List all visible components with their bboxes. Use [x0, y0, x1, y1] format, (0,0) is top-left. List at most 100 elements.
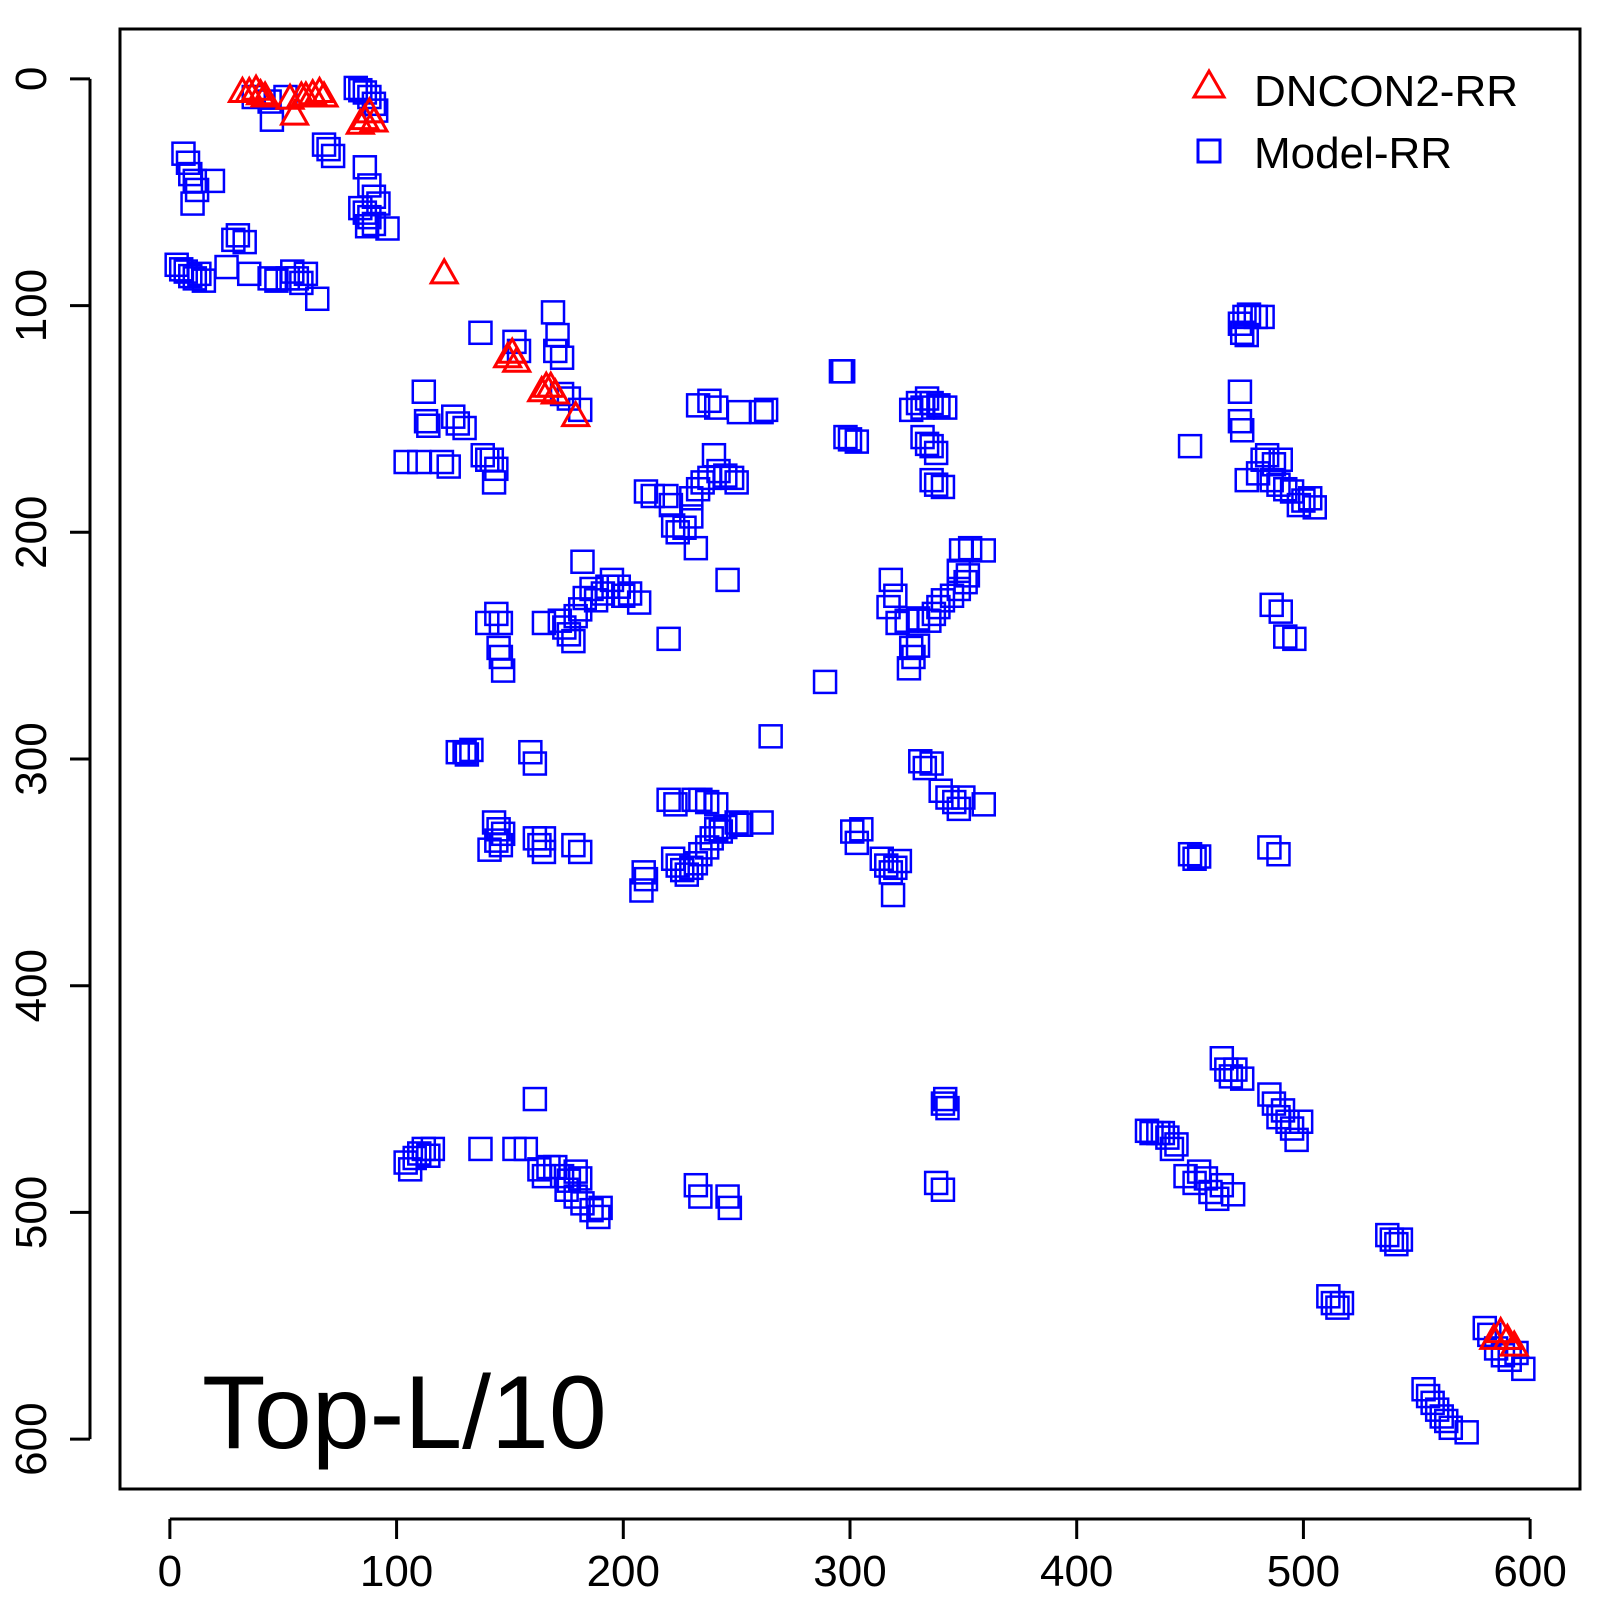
- model-rr-point: [724, 810, 749, 835]
- model-rr-point: [393, 449, 418, 475]
- model-rr-point: [946, 576, 972, 602]
- model-rr-point: [1177, 841, 1203, 867]
- model-rr-point: [454, 742, 480, 767]
- model-rr-point: [1288, 1109, 1314, 1134]
- model-rr-point: [910, 424, 935, 450]
- model-rr-point: [935, 1095, 960, 1121]
- y-tick-label: 100: [7, 269, 56, 342]
- model-rr-point: [490, 658, 516, 683]
- model-rr-point: [669, 857, 695, 883]
- model-rr-point: [830, 359, 856, 384]
- dncon2-rr-point: [290, 79, 322, 108]
- x-tick-label: 500: [1267, 1547, 1340, 1596]
- model-rr-point: [225, 223, 251, 248]
- model-rr-point: [361, 211, 387, 237]
- model-rr-point: [554, 1177, 579, 1202]
- model-rr-point: [917, 608, 942, 633]
- model-rr-point: [919, 390, 944, 416]
- model-rr-point: [1186, 844, 1212, 869]
- model-rr-point: [531, 839, 557, 865]
- model-rr-point: [540, 300, 566, 325]
- model-rr-point: [880, 882, 906, 908]
- model-rr-point: [640, 483, 666, 509]
- model-rr-point: [932, 1086, 958, 1112]
- model-rr-point: [719, 465, 745, 491]
- model-rr-point: [1173, 1163, 1198, 1189]
- model-rr-point: [1227, 408, 1253, 434]
- model-rr-point: [182, 266, 208, 291]
- series-dncon2-rr: [226, 73, 1530, 1357]
- legend: DNCON2-RR Model-RR: [1191, 67, 1518, 178]
- model-rr-point: [914, 431, 940, 457]
- model-rr-point: [971, 538, 997, 563]
- model-rr-point: [724, 470, 749, 495]
- model-rr-point: [631, 860, 656, 885]
- model-rr-point: [470, 442, 495, 468]
- model-rr-point: [932, 395, 958, 420]
- model-rr-point: [187, 261, 212, 287]
- x-tick-label: 600: [1493, 1547, 1566, 1596]
- model-rr-point: [971, 792, 997, 817]
- model-rr-point: [617, 581, 643, 606]
- model-rr-point: [1261, 452, 1287, 477]
- model-rr-point: [919, 433, 944, 459]
- model-rr-point: [522, 751, 548, 776]
- model-rr-point: [1411, 1376, 1436, 1402]
- model-rr-point: [484, 828, 509, 853]
- model-rr-point: [1454, 1420, 1479, 1445]
- model-rr-point: [429, 449, 455, 475]
- model-rr-point: [1282, 626, 1307, 652]
- model-rr-point: [184, 177, 210, 203]
- dncon2-rr-point: [303, 75, 336, 103]
- model-rr-point: [1261, 1091, 1287, 1116]
- model-rr-point: [214, 254, 239, 280]
- y-tick-label: 200: [7, 496, 56, 569]
- model-rr-point: [663, 792, 688, 817]
- model-rr-point: [679, 855, 704, 881]
- model-rr-point: [549, 1163, 575, 1189]
- model-rr-point: [1268, 599, 1293, 624]
- model-rr-point: [304, 286, 330, 312]
- model-rr-point: [1268, 447, 1293, 472]
- model-rr-point: [484, 601, 509, 627]
- x-axis: 0 100 200 300 400 500 600: [158, 1517, 1567, 1596]
- model-rr-point: [1164, 1132, 1189, 1157]
- model-rr-point: [717, 1195, 743, 1221]
- model-rr-point: [1275, 1109, 1300, 1134]
- model-rr-point: [320, 143, 346, 169]
- model-rr-point: [475, 610, 500, 636]
- x-tick-label: 300: [813, 1547, 886, 1596]
- dncon2-rr-point: [308, 79, 340, 108]
- model-rr-point: [753, 397, 779, 423]
- model-rr-point: [942, 789, 967, 815]
- model-rr-point: [749, 399, 774, 425]
- model-rr-point: [1257, 835, 1282, 860]
- model-rr-point: [563, 1159, 588, 1184]
- model-rr-point: [354, 213, 380, 239]
- model-rr-point: [316, 136, 341, 162]
- model-rr-point: [923, 472, 949, 497]
- model-rr-point: [837, 427, 863, 452]
- model-rr-point: [567, 839, 593, 865]
- model-rr-point: [883, 855, 908, 881]
- series-layer: [164, 73, 1536, 1445]
- model-rr-point: [1273, 624, 1298, 649]
- model-rr-point: [452, 415, 477, 441]
- model-rr-point: [468, 1136, 493, 1162]
- model-rr-point: [887, 848, 913, 874]
- model-rr-point: [579, 1197, 604, 1223]
- model-rr-point: [869, 846, 894, 872]
- model-rr-point: [348, 195, 373, 221]
- model-rr-point: [348, 77, 373, 103]
- model-rr-point: [357, 204, 382, 230]
- model-rr-point: [484, 456, 509, 482]
- x-tick-label: 0: [158, 1547, 182, 1596]
- dncon2-rr-point: [249, 79, 281, 108]
- model-rr-point: [626, 590, 652, 615]
- model-rr-point: [939, 583, 965, 609]
- model-rr-point: [402, 1145, 427, 1171]
- y-tick-label: 400: [7, 949, 56, 1022]
- model-rr-point: [726, 399, 752, 425]
- model-rr-point: [481, 470, 507, 495]
